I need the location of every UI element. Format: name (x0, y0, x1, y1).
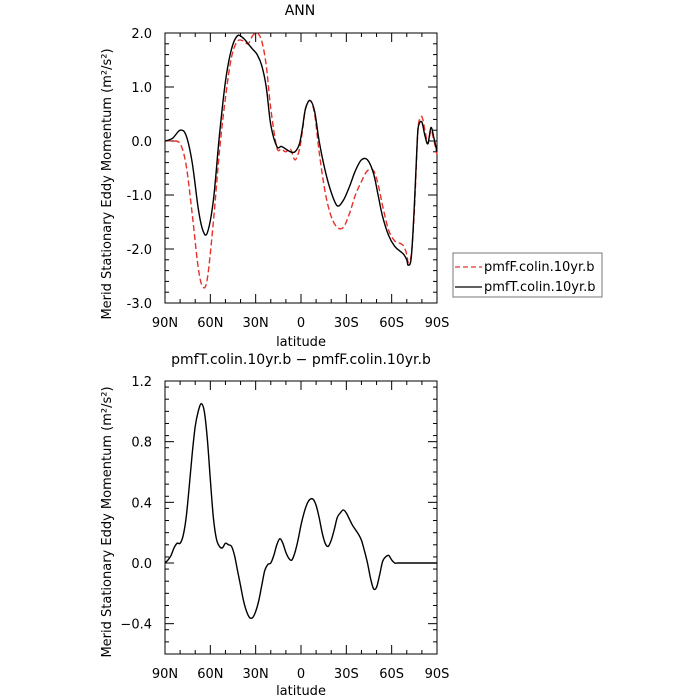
bottom-ticks: 90N 60N 30N 0 30S 60S 90S −0.4 0.0 0.4 0.8 1.2 (120, 375, 449, 682)
top-series-layer (164, 32, 438, 289)
top-series-line-2 (164, 34, 438, 266)
bottom-xtick-label: 60N (197, 667, 223, 682)
legend-box (452, 252, 603, 298)
top-ytick-label: -1.0 (127, 189, 152, 204)
bottom-ytick-label: 1.2 (131, 375, 152, 390)
bottom-ylabel: Merid Stationary Eddy Momentum (m²/s²) (100, 386, 115, 657)
bottom-ytick-label: 0.0 (131, 557, 152, 572)
bottom-series-layer (164, 403, 437, 620)
panel-bottom: pmfT.colin.10yr.b − pmfF.colin.10yr.b 90… (100, 352, 449, 699)
top-xtick-label: 60N (197, 316, 223, 331)
bottom-xtick-label: 90N (152, 667, 178, 682)
legend-label-pmfT: pmfT.colin.10yr.b (484, 280, 596, 295)
top-ylabel: Merid Stationary Eddy Momentum (m²/s²) (100, 48, 115, 319)
top-ytick-label: 0.0 (131, 135, 152, 150)
top-ytick-label: -3.0 (127, 297, 152, 312)
top-xtick-label: 30N (243, 316, 269, 331)
top-ticks: 90N 60N 30N 0 30S 60S 90S -3.0 -2.0 -1.0 0.0 1.0 2.0 (127, 27, 450, 331)
top-frame (164, 32, 438, 304)
top-ytick-label: -2.0 (127, 243, 152, 258)
bottom-ytick-label: −0.4 (120, 618, 152, 633)
bottom-xtick-label: 90S (425, 667, 450, 682)
bottom-xlabel: latitude (276, 684, 326, 699)
top-series-line-1 (164, 32, 438, 289)
bottom-series-line-1 (164, 403, 437, 620)
top-ytick-label: 2.0 (131, 27, 152, 42)
panel-top: ANN 90N 60N 30N 0 30S 60S 90S -3.0 -2.0 -1.0 0.0 1.… (100, 3, 603, 350)
top-xtick-label: 90N (152, 316, 178, 331)
top-xlabel: latitude (276, 335, 326, 350)
legend: pmfF.colin.10yr.b pmfT.colin.10yr.b (452, 252, 603, 298)
bottom-ytick-label: 0.8 (131, 436, 152, 451)
top-xtick-label: 60S (379, 316, 404, 331)
top-xtick-label: 90S (425, 316, 450, 331)
legend-label-pmfF: pmfF.colin.10yr.b (484, 260, 594, 275)
bottom-title: pmfT.colin.10yr.b − pmfF.colin.10yr.b (171, 352, 431, 368)
top-xtick-label: 30S (334, 316, 359, 331)
bottom-xtick-label: 30N (243, 667, 269, 682)
bottom-xtick-label: 30S (334, 667, 359, 682)
bottom-ytick-label: 0.4 (131, 496, 152, 511)
top-ytick-label: 1.0 (131, 81, 152, 96)
top-xtick-label: 0 (297, 316, 305, 331)
top-title: ANN (285, 3, 316, 19)
bottom-xtick-label: 0 (297, 667, 305, 682)
bottom-xtick-label: 60S (379, 667, 404, 682)
